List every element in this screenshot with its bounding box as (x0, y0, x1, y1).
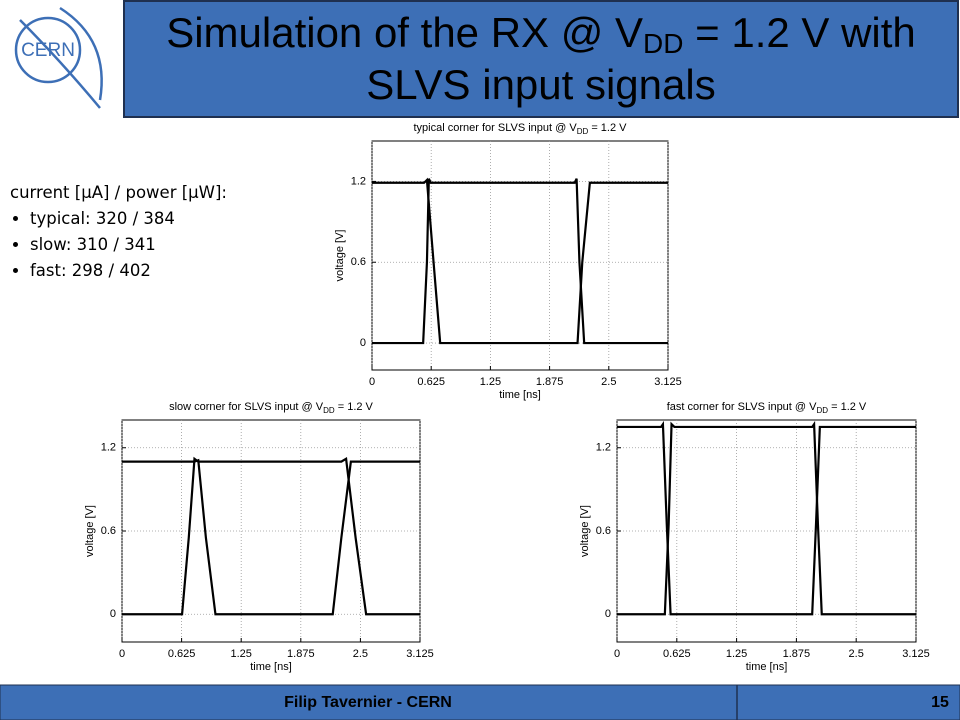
x-tick-label: 1.25 (480, 376, 501, 388)
footer-page: 15 (931, 694, 949, 711)
x-tick-label: 0 (614, 648, 620, 660)
chart-title: slow corner for SLVS input @ VDD = 1.2 V (169, 401, 373, 415)
title-sub: DD (643, 28, 683, 59)
y-tick-label: 1.2 (596, 442, 611, 454)
footer-author: Filip Tavernier - CERN (284, 694, 452, 711)
logo-text: CERN (21, 40, 75, 61)
x-tick-label: 0.625 (663, 648, 691, 660)
y-tick-label: 1.2 (101, 442, 116, 454)
y-axis-label: voltage [V] (579, 505, 591, 557)
chart: 0 0.625 1.25 1.875 2.5 3.125 0 0.6 1.2 typical co… (334, 122, 682, 401)
x-tick-label: 0 (369, 376, 375, 388)
note-item: typical: 320 / 384 (30, 206, 227, 232)
title-text: Simulation of the RX @ V (166, 9, 643, 56)
title-box (123, 0, 959, 118)
x-tick-label: 1.25 (230, 648, 251, 660)
note-item: slow: 310 / 341 (30, 232, 227, 258)
chart-title-text: = 1.2 V (588, 122, 627, 134)
chart-title: fast corner for SLVS input @ VDD = 1.2 V (667, 401, 867, 415)
title-text: = 1.2 V with (684, 9, 916, 56)
x-tick-label: 2.5 (353, 648, 368, 660)
waveform (372, 178, 668, 345)
chart-title: typical corner for SLVS input @ VDD = 1.… (414, 122, 628, 136)
waveform (372, 177, 668, 345)
waveform (122, 458, 420, 616)
y-tick-label: 1.2 (351, 175, 366, 187)
chart: 0 0.625 1.25 1.875 2.5 3.125 0 0.6 1.2 slow corne… (84, 401, 434, 673)
x-tick-label: 0 (119, 648, 125, 660)
x-tick-label: 3.125 (654, 376, 682, 388)
y-axis-label: voltage [V] (84, 505, 96, 557)
x-tick-label: 0.625 (168, 648, 196, 660)
chart-title-sub: DD (577, 127, 589, 136)
plot-area (121, 419, 421, 643)
x-tick-label: 1.875 (287, 648, 315, 660)
chart-title-text: slow corner for SLVS input @ V (169, 401, 324, 413)
chart-title-sub: DD (816, 406, 828, 415)
waveform (122, 456, 420, 616)
slide-title: Simulation of the RX @ VDD = 1.2 V with (166, 9, 916, 59)
x-tick-label: 1.875 (783, 648, 811, 660)
note-item: fast: 298 / 402 (30, 258, 227, 284)
notes-heading: current [µA] / power [µW]: (10, 183, 227, 202)
chart-title-text: fast corner for SLVS input @ V (667, 401, 817, 413)
y-tick-label: 0.6 (596, 525, 611, 537)
x-tick-label: 3.125 (902, 648, 930, 660)
plot-area (616, 419, 917, 643)
x-tick-label: 2.5 (601, 376, 616, 388)
chart: 0 0.625 1.25 1.875 2.5 3.125 0 0.6 1.2 fast corne… (579, 401, 930, 673)
notes-list: typical: 320 / 384 slow: 310 / 341 fast:… (10, 206, 227, 284)
x-axis-label: time [ns] (250, 661, 292, 673)
y-tick-label: 0.6 (351, 256, 366, 268)
x-tick-label: 1.25 (726, 648, 747, 660)
x-tick-label: 2.5 (849, 648, 864, 660)
waveform (617, 420, 916, 616)
y-tick-label: 0 (110, 608, 116, 620)
x-tick-label: 0.625 (417, 376, 445, 388)
waveform (617, 420, 916, 616)
chart-title-text: = 1.2 V (335, 401, 374, 413)
x-axis-label: time [ns] (499, 389, 541, 401)
plot-area (371, 140, 669, 371)
x-axis-label: time [ns] (746, 661, 788, 673)
slide-title-line2: SLVS input signals (366, 61, 715, 108)
cern-logo: CERN (14, 6, 103, 109)
footer-bar (0, 684, 960, 720)
chart-title-text: typical corner for SLVS input @ V (414, 122, 578, 134)
x-tick-label: 1.875 (536, 376, 564, 388)
chart-title-text: = 1.2 V (828, 401, 867, 413)
y-tick-label: 0 (605, 608, 611, 620)
y-axis-label: voltage [V] (334, 230, 346, 282)
x-tick-label: 3.125 (406, 648, 434, 660)
notes: current [µA] / power [µW]: typical: 320 … (10, 180, 227, 284)
y-tick-label: 0.6 (101, 525, 116, 537)
chart-title-sub: DD (323, 406, 335, 415)
y-tick-label: 0 (360, 337, 366, 349)
